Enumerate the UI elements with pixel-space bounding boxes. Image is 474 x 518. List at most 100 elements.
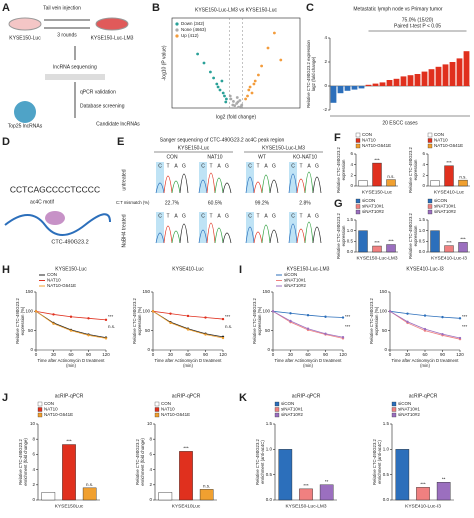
bar — [278, 449, 293, 501]
y-axis-label: expression (%) — [20, 306, 25, 335]
y-tick-label: 1.0 — [419, 228, 426, 233]
y-axis-label: expression — [413, 225, 418, 246]
annotation: 75.0% (15/20) — [402, 17, 434, 23]
mismatch-value: 60.5% — [208, 200, 223, 206]
y-tick-label: 0.5 — [266, 472, 273, 477]
trace-peak — [163, 225, 173, 244]
y-tick-label: 1.5 — [347, 217, 354, 222]
panel-title: Sanger sequencing of CTC-490G23.2 ac4C p… — [160, 137, 285, 143]
legend-label: siNAT10#1 — [362, 204, 384, 209]
point — [306, 314, 310, 317]
chart-title: acRIP-qPCR — [172, 393, 201, 399]
legend-label: siCON — [362, 198, 375, 203]
legend-label: siNAT10#2 — [284, 283, 306, 288]
legend-label: siNAT10#1 — [281, 407, 303, 412]
bar — [158, 492, 173, 501]
x-tick-label: 120 — [219, 352, 227, 357]
legend-swatch — [175, 22, 179, 26]
legend-swatch — [274, 401, 280, 407]
bar — [386, 80, 393, 86]
chart-title: acRIP-qPCR — [292, 393, 321, 399]
y-axis-label: Relative CTC-490G23.2 — [372, 438, 377, 484]
point — [169, 312, 172, 315]
nat10-protein — [45, 211, 65, 225]
bar — [395, 449, 410, 501]
legend-label: NAT10-G641E — [47, 283, 76, 288]
y-tick-label: 6 — [422, 151, 425, 156]
x-axis-label: (min) — [66, 363, 76, 368]
legend-label: siNAT10#2 — [434, 209, 456, 214]
trace-peak — [171, 180, 181, 194]
bar — [400, 76, 407, 86]
significance: *** — [345, 314, 351, 319]
group-label: KYSE150-Luc-LM3 — [262, 145, 305, 151]
y-tick-label: 4 — [350, 162, 353, 167]
significance: *** — [460, 237, 466, 242]
highlight — [156, 212, 164, 243]
point — [225, 97, 228, 101]
chart-title: acRIP-qPCR — [409, 393, 438, 399]
bar — [337, 86, 344, 94]
y-tick-label: 0 — [350, 183, 353, 188]
y-tick-label: 150 — [25, 289, 33, 294]
y-axis-label: log2 (fold change) — [311, 56, 316, 91]
highlight — [156, 162, 164, 193]
y-axis-label: expression — [341, 225, 346, 246]
bar — [393, 78, 400, 86]
point — [104, 337, 108, 340]
reads — [45, 74, 105, 80]
y-axis-label: enrichment (fold change) — [140, 438, 145, 486]
point — [441, 315, 444, 319]
y-axis-label: Relative CTC-490G23.2 — [252, 297, 257, 343]
legend-swatch — [391, 401, 397, 407]
point — [221, 91, 225, 95]
y-tick-label: 2 — [324, 59, 327, 64]
significance: *** — [446, 160, 452, 165]
x-axis-label: Time after Actinomycin D treatment — [155, 358, 223, 363]
legend-swatch — [391, 412, 397, 418]
base-letter: G — [182, 163, 186, 169]
bar — [372, 245, 382, 253]
significance: *** — [446, 240, 452, 245]
column-label: KO-NAT10 — [293, 154, 317, 160]
base-letter: T — [256, 213, 259, 219]
trace-peak — [288, 173, 298, 194]
point — [87, 334, 90, 337]
x-tick-label: 120 — [456, 352, 464, 357]
y-tick-label: 100 — [379, 309, 387, 314]
y-tick-label: 1.5 — [419, 217, 426, 222]
trace-peak — [296, 228, 306, 244]
y-tick-label: 1.5 — [383, 421, 390, 426]
panel-label: K — [239, 392, 247, 404]
x-caption: KYSE150-Luc-LM3 — [356, 255, 397, 261]
mismatch-value: 2.8% — [299, 200, 311, 206]
point — [273, 31, 276, 35]
trace-peak — [304, 221, 314, 244]
y-tick-label: 6 — [32, 452, 35, 457]
y-tick-label: 50 — [28, 328, 34, 333]
base-letter: G — [225, 213, 229, 219]
point — [235, 96, 239, 99]
bar — [444, 165, 454, 187]
row-label: NaBH4 treated — [121, 214, 127, 247]
point — [151, 310, 155, 313]
line — [35, 310, 107, 339]
x-tick-label: 60 — [305, 352, 311, 357]
point — [324, 332, 327, 335]
x-caption: KYSE150-Luc — [362, 189, 393, 195]
legend-label: siCON — [398, 401, 411, 406]
base-letter: T — [209, 213, 212, 219]
x-tick-label: 60 — [185, 352, 191, 357]
point — [169, 321, 172, 325]
y-tick-label: 4 — [324, 35, 327, 40]
y-axis-label: Relative CTC-490G23.2 — [15, 297, 20, 343]
base-letter: A — [264, 213, 268, 219]
y-axis-label: Relative CTC-490G23.2 — [132, 297, 137, 343]
legend-label: siNAT10#2 — [398, 412, 420, 417]
bar — [358, 230, 368, 253]
diagram-text: qPCR validation — [80, 89, 116, 95]
trace-peak — [198, 229, 208, 244]
highlight — [199, 212, 207, 243]
point — [204, 316, 207, 319]
base-letter: A — [264, 163, 268, 169]
